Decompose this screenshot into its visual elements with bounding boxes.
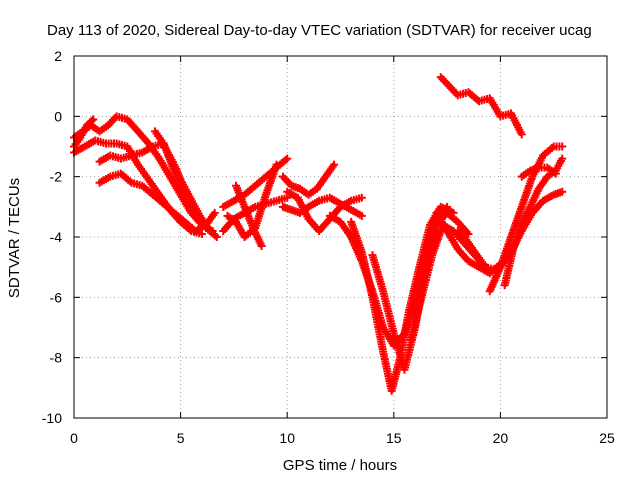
data-point [212,233,221,241]
series-track-19 [436,73,526,139]
grid-lines [74,56,607,418]
data-point [330,160,339,169]
x-tick-label: 20 [493,430,509,446]
data-point [558,187,567,196]
data-point [283,154,292,163]
series-track-12 [278,193,366,220]
x-axis-ticks: 0 5 10 15 20 25 [70,56,615,446]
series-track-10 [232,181,266,251]
x-tick-label: 10 [279,430,295,446]
data-point [551,169,560,178]
data-point [89,115,98,124]
data-point [202,220,211,229]
series-track-18 [432,208,505,278]
x-axis-label: GPS time / hours [283,457,397,474]
data-series [70,73,567,395]
x-tick-label: 25 [599,430,615,446]
y-tick-label: -6 [50,289,63,305]
x-tick-label: 15 [386,430,402,446]
data-point [517,130,526,139]
series-track-9 [219,193,292,235]
y-tick-label: 2 [54,48,62,64]
y-tick-label: -2 [50,169,63,185]
series-track-22 [496,187,567,272]
series-track-23 [453,226,488,269]
data-point [272,160,281,169]
y-tick-label: 0 [54,108,62,124]
data-point [479,260,488,269]
y-axis-ticks: -10 -8 -6 -4 -2 0 2 [42,48,607,426]
data-point [257,242,266,251]
series-track-11 [278,160,339,199]
data-point [558,142,567,151]
plot-frame [73,55,608,419]
data-point [558,154,567,163]
data-point [357,211,366,220]
data-point [357,193,366,202]
data-point [464,229,473,238]
y-tick-label: -8 [50,350,63,366]
y-tick-label: -10 [42,410,62,426]
chart-title: Day 113 of 2020, Sidereal Day-to-day VTE… [47,22,592,39]
series-track-3 [70,115,98,151]
y-tick-label: -4 [50,229,63,245]
series-track-7 [219,154,292,211]
x-tick-label: 5 [177,430,185,446]
x-tick-label: 0 [70,430,78,446]
series-track-24 [517,163,560,181]
data-point [210,208,219,217]
series-track-5 [95,169,219,235]
data-point [87,116,96,125]
series-track-6 [151,127,211,229]
y-axis-label: SDTVAR / TECUs [6,178,23,298]
